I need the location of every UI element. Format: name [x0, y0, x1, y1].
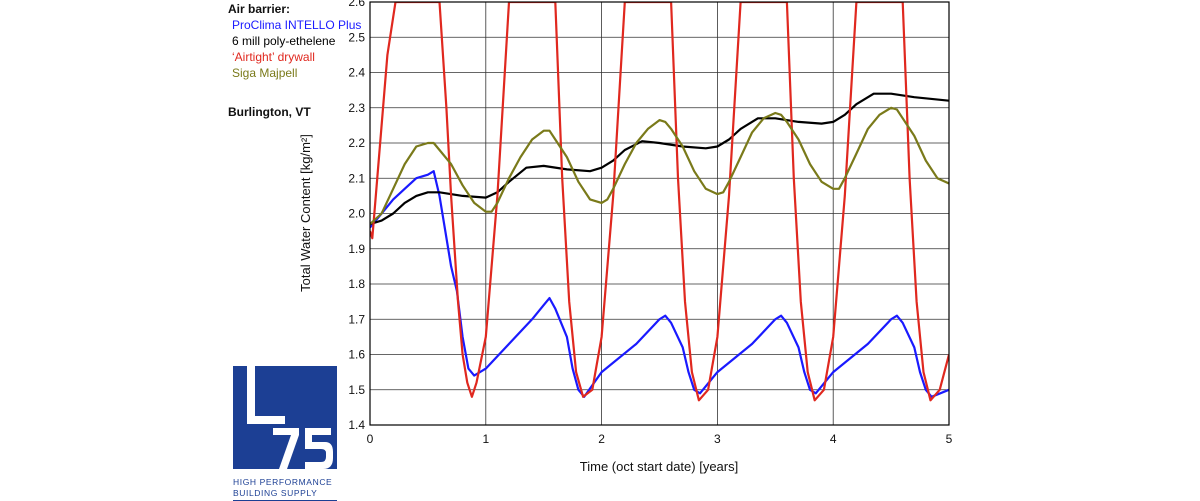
y-tick-label: 2.6: [348, 0, 365, 9]
y-tick-label: 1.8: [348, 277, 365, 291]
legend-header: Air barrier:: [228, 2, 291, 16]
y-tick-label: 1.5: [348, 383, 365, 397]
y-tick-label: 1.6: [348, 348, 365, 362]
x-tick-label: 5: [946, 432, 953, 446]
x-tick-label: 2: [598, 432, 605, 446]
legend-item-drywall: ‘Airtight’ drywall: [232, 50, 315, 64]
y-tick-label: 2.2: [348, 136, 365, 150]
y-tick-label: 1.4: [348, 418, 365, 432]
legend-item-intello: ProClima INTELLO Plus: [232, 18, 362, 32]
chart-series: [370, 2, 949, 402]
plot-frame: [369, 1, 950, 426]
series-line-2: [370, 2, 949, 402]
legend: Air barrier: ProClima INTELLO Plus 6 mil…: [228, 1, 361, 81]
series-line-3: [370, 106, 949, 225]
y-tick-label: 2.5: [348, 30, 365, 44]
y-tick-label: 1.7: [348, 312, 365, 326]
brand-logo: HIGH PERFORMANCE BUILDING SUPPLY: [233, 366, 337, 501]
location-label: Burlington, VT: [228, 105, 311, 119]
y-tick-label: 2.1: [348, 171, 365, 185]
x-tick-labels: 0 1 2 3 4 5: [367, 432, 953, 446]
series-line-0: [370, 170, 949, 398]
logo-text-line2: BUILDING SUPPLY: [233, 488, 318, 498]
series-line-1: [370, 92, 949, 226]
y-tick-label: 2.0: [348, 207, 365, 221]
legend-item-poly: 6 mill poly-ethelene: [232, 34, 336, 48]
logo-mark: [233, 366, 337, 469]
x-tick-label: 0: [367, 432, 374, 446]
x-tick-label: 3: [714, 432, 721, 446]
y-tick-label: 2.3: [348, 101, 365, 115]
x-axis-label: Time (oct start date) [years]: [580, 459, 738, 474]
y-tick-labels: 1.4 1.5 1.6 1.7 1.8 1.9 2.0 2.1 2.2 2.3 2.4 2.5 2.6: [348, 0, 365, 432]
logo-text-line1: HIGH PERFORMANCE: [233, 477, 333, 487]
y-tick-label: 1.9: [348, 242, 365, 256]
y-tick-label: 2.4: [348, 66, 365, 80]
x-tick-label: 4: [830, 432, 837, 446]
y-axis-label: Total Water Content [kg/m²]: [298, 134, 313, 292]
x-tick-label: 1: [482, 432, 489, 446]
chart-grid: [369, 1, 950, 426]
legend-item-majpell: Siga Majpell: [232, 66, 298, 80]
